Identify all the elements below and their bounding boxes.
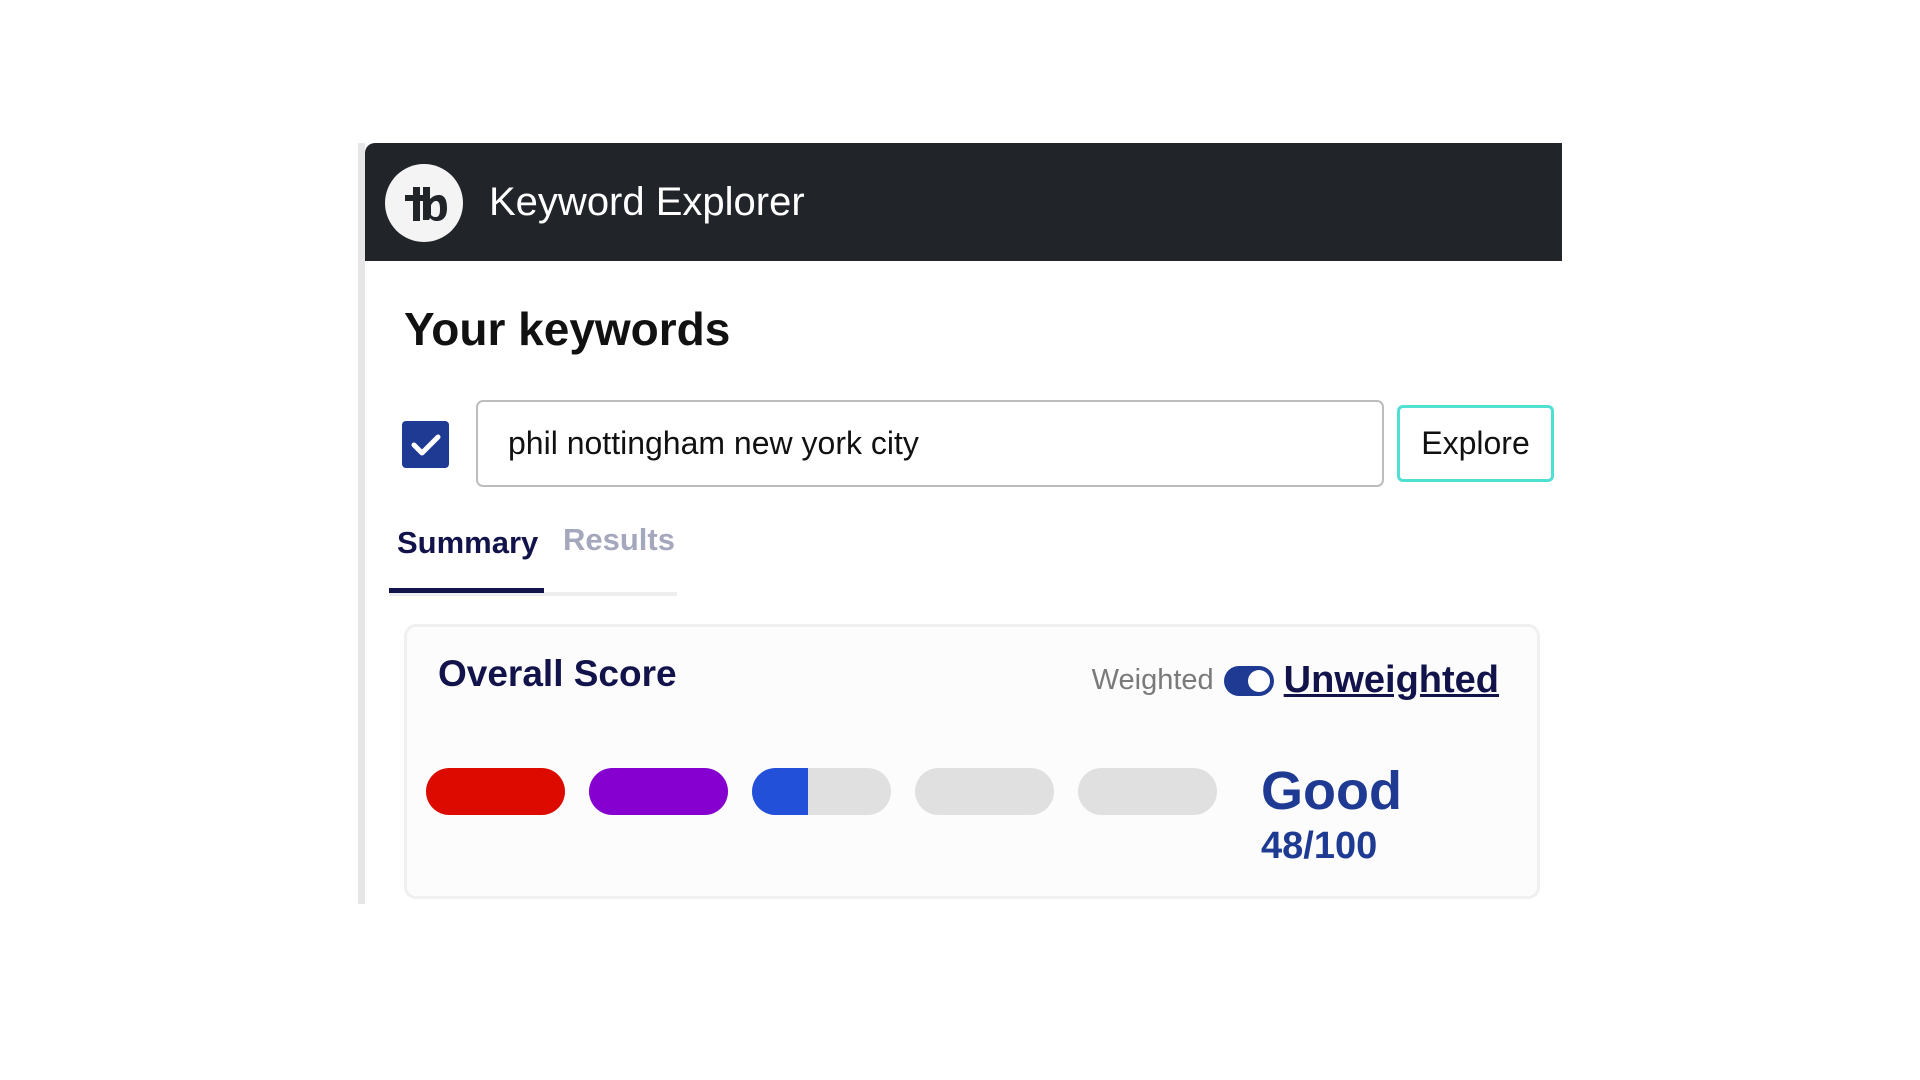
keyword-checkbox[interactable] [402,421,449,468]
tab-summary[interactable]: Summary [397,525,539,560]
card-title: Overall Score [438,653,677,694]
score-segment-2 [589,768,728,815]
keyword-input[interactable] [476,400,1384,487]
explore-button[interactable]: Explore [1397,405,1554,482]
weighting-toggle[interactable] [1223,665,1274,696]
overall-score-card: Overall Score Weighted Unweighted Good 4… [404,624,1540,899]
page-title: Your keywords [404,303,731,355]
active-tab-indicator [389,588,544,593]
unweighted-label[interactable]: Unweighted [1283,659,1499,701]
score-meter [426,768,1217,815]
score-value: 48/100 [1261,825,1378,867]
segment-fill [589,768,728,815]
segment-fill [426,768,565,815]
check-icon [411,434,440,455]
score-segment-4 [915,768,1054,815]
score-segment-3 [752,768,891,815]
score-segment-5 [1078,768,1217,815]
toggle-knob [1247,669,1270,692]
tabs-divider [389,592,677,596]
score-rating: Good [1261,761,1402,821]
app-header: Keyword Explorer [365,143,1562,261]
tubebuddy-logo-icon [385,164,463,242]
segment-fill [752,768,808,815]
score-segment-1 [426,768,565,815]
weighting-toggle-row: Weighted Unweighted [1092,659,1499,702]
weighted-label[interactable]: Weighted [1091,664,1214,696]
window-edge [358,143,365,904]
tab-results[interactable]: Results [563,522,675,557]
app-title: Keyword Explorer [489,180,805,224]
